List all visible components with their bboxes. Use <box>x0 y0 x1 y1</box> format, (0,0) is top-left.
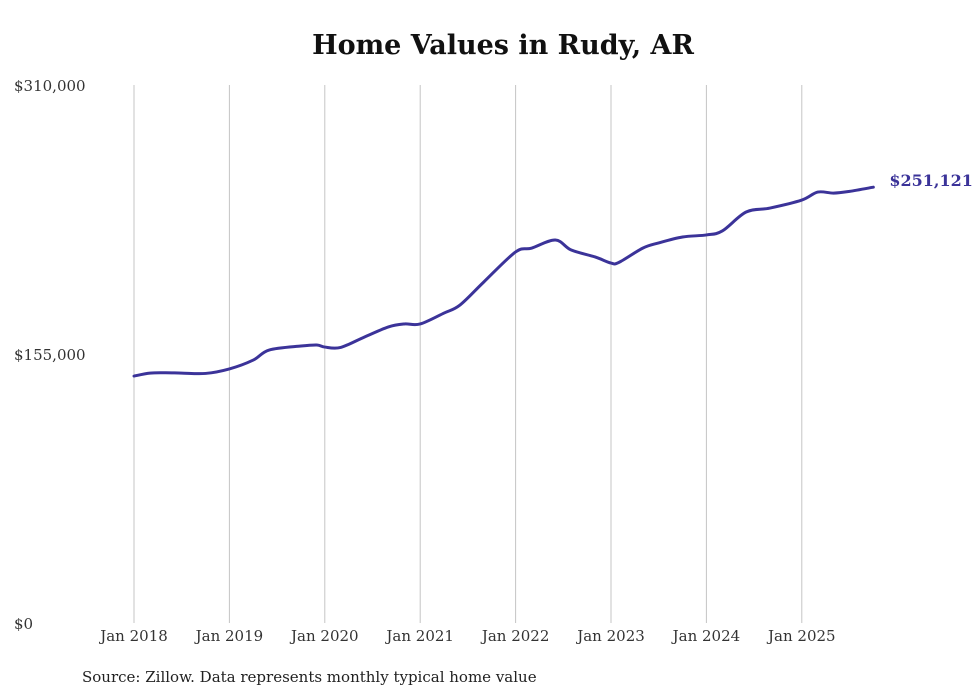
x-tick-label: Jan 2025 <box>766 627 836 645</box>
y-tick-label: $155,000 <box>14 346 86 364</box>
end-value-label: $251,121 <box>889 171 973 190</box>
x-tick-label: Jan 2023 <box>575 627 645 645</box>
y-tick-label: $310,000 <box>14 77 86 95</box>
x-tick-label: Jan 2020 <box>289 627 359 645</box>
x-tick-label: Jan 2018 <box>98 627 168 645</box>
x-tick-label: Jan 2022 <box>480 627 550 645</box>
y-tick-label: $0 <box>14 615 33 633</box>
x-tick-label: Jan 2021 <box>384 627 454 645</box>
x-tick-label: Jan 2024 <box>671 627 741 645</box>
source-note: Source: Zillow. Data represents monthly … <box>82 668 537 686</box>
x-tick-label: Jan 2019 <box>194 627 264 645</box>
series-line <box>132 185 875 378</box>
chart-title: Home Values in Rudy, AR <box>312 30 694 61</box>
